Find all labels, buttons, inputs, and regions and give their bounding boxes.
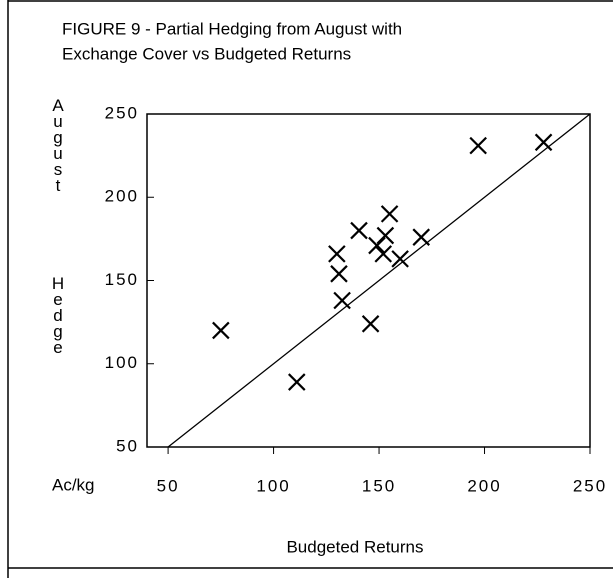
marker-stroke: [534, 133, 553, 152]
marker-stroke: [330, 265, 348, 283]
marker-stroke: [333, 291, 351, 310]
x-tick-label: 150: [362, 476, 396, 495]
data-point: [534, 133, 553, 152]
data-point: [469, 136, 487, 155]
data-point: [361, 315, 380, 333]
x-tick-label: 100: [256, 476, 290, 495]
y-axis-label: August: [49, 96, 68, 192]
y-tick-label: 200: [105, 187, 139, 206]
y-tick-label: 150: [105, 270, 139, 289]
marker-stroke: [374, 245, 393, 263]
data-point: [212, 321, 230, 340]
marker-stroke: [361, 315, 380, 333]
chart-subtitle: Exchange Cover vs Budgeted Returns: [62, 44, 351, 63]
y-tick-label: 250: [105, 103, 139, 122]
marker-stroke: [376, 226, 395, 245]
y-tick-label: 50: [116, 436, 139, 455]
data-point: [391, 250, 409, 268]
marker-stroke: [412, 228, 431, 246]
data-point: [328, 245, 346, 263]
marker-stroke: [212, 321, 230, 340]
marker-stroke: [391, 250, 409, 268]
data-point: [333, 291, 351, 310]
chart-title: FIGURE 9 - Partial Hedging from August w…: [62, 19, 402, 38]
marker-stroke: [287, 373, 306, 391]
marker-stroke: [469, 136, 487, 155]
y-tick-label: 100: [105, 353, 139, 372]
x-axis-label: Budgeted Returns: [286, 537, 423, 556]
plot-area: [146, 113, 591, 448]
x-tick-label: 50: [157, 476, 180, 495]
marker-stroke: [328, 245, 346, 263]
x-tick-label: 250: [573, 476, 607, 495]
data-point: [330, 265, 348, 283]
data-point: [376, 226, 395, 245]
data-point: [374, 245, 393, 263]
data-point: [287, 373, 306, 391]
marker-stroke: [380, 205, 399, 223]
data-point: [412, 228, 431, 246]
x-tick-label: 200: [467, 476, 501, 495]
y-axis-label: Hedge: [49, 274, 68, 354]
data-point: [350, 221, 368, 240]
marker-stroke: [350, 221, 368, 240]
y-unit: Ac/kg: [52, 475, 95, 494]
identity-line: [167, 113, 591, 448]
data-point: [380, 205, 399, 223]
